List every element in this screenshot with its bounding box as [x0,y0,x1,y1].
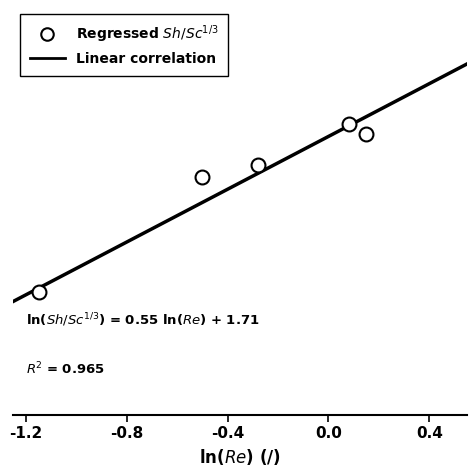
Point [199,173,206,181]
Point [345,121,352,128]
Point [363,130,370,138]
Legend: Regressed $\mathit{Sh/Sc}$$^{1/3}$, Linear correlation: Regressed $\mathit{Sh/Sc}$$^{1/3}$, Line… [20,14,228,76]
Text: $\mathit{R}$$^2$ = 0.965: $\mathit{R}$$^2$ = 0.965 [26,360,105,377]
Point [35,289,42,296]
X-axis label: ln($\mathit{Re}$) (/): ln($\mathit{Re}$) (/) [199,447,281,467]
Point [254,162,262,169]
Text: ln($\mathit{Sh/Sc}$$^{1/3}$) = 0.55 ln($\mathit{Re}$) + 1.71: ln($\mathit{Sh/Sc}$$^{1/3}$) = 0.55 ln($… [26,311,260,329]
